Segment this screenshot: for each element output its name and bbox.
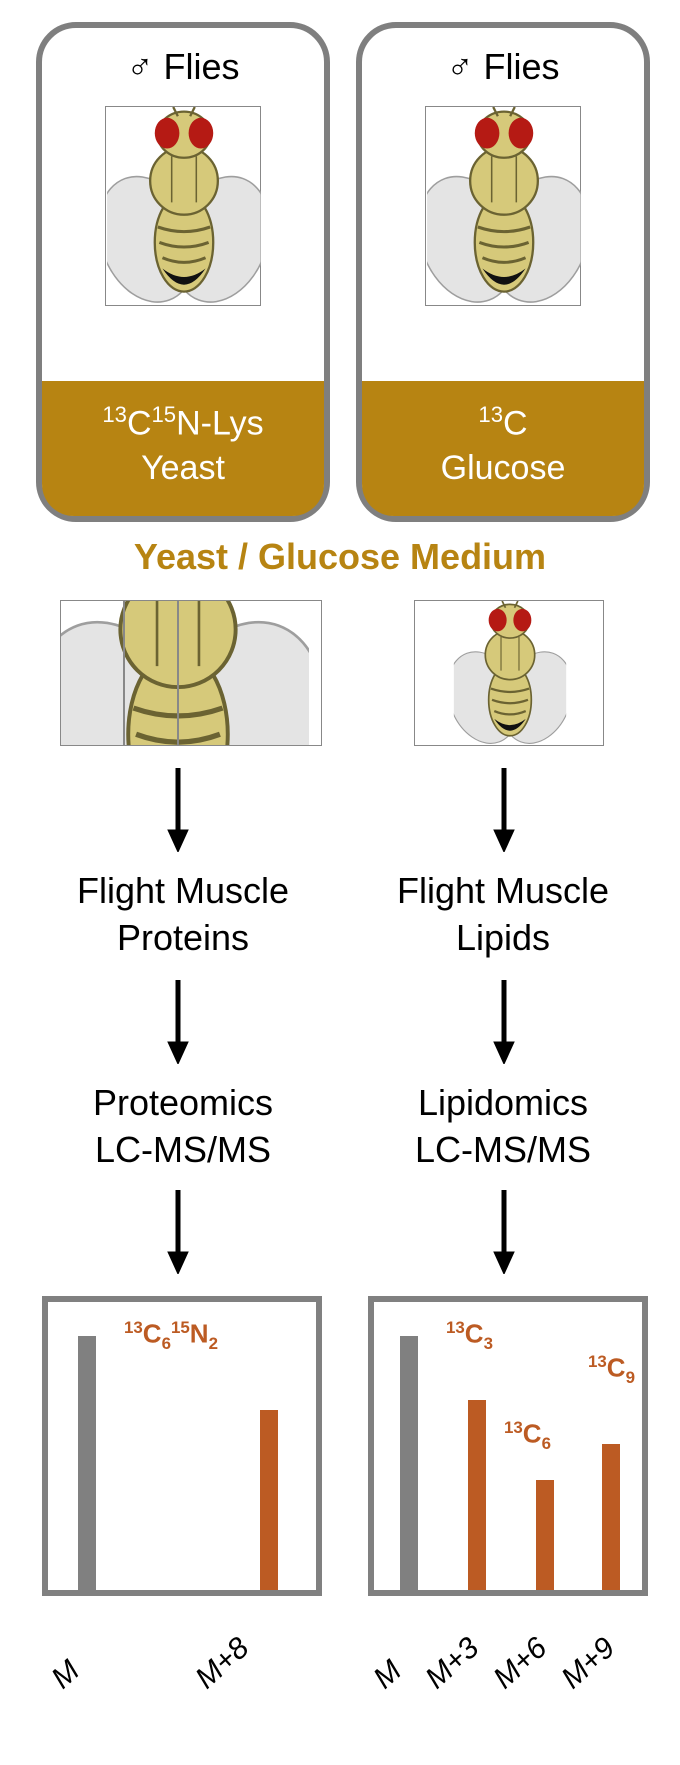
yeast-left-line1: 13C15N-Lys [42,401,324,446]
full-fly-right [414,600,604,746]
panel-left: ♂ Flies 13C15N-Lys Yeast [36,22,330,522]
flow-left-step1: Flight MuscleProteins [36,868,330,962]
arrow-3-right [492,1190,516,1274]
fly-illustration-left [105,106,261,306]
panel-right: ♂ Flies 13C Glucose [356,22,650,522]
yeast-label-left: 13C15N-Lys Yeast [42,381,324,516]
chart-isotope-label: 13C615N2 [124,1318,218,1354]
yeast-left-line2: Yeast [42,446,324,490]
flow-right-step2: LipidomicsLC-MS/MS [356,1080,650,1174]
arrow-3-left [166,1190,190,1274]
arrow-1-right [492,768,516,852]
fly-illustration-right [425,106,581,306]
chart-bar [400,1336,418,1590]
chart-isotope-label: 13C3 [446,1318,493,1354]
chart-bar [468,1400,486,1590]
fly-abdomen-segment [178,600,322,746]
segmented-fly [60,600,322,746]
chart-axis-label: M [367,1654,408,1696]
arrow-1-left [166,768,190,852]
flow-right-step1: Flight MuscleLipids [356,868,650,962]
panel-right-title: ♂ Flies [362,28,644,88]
yeast-label-right: 13C Glucose [362,381,644,516]
yeast-right-line2: Glucose [362,446,644,490]
chart-axis-label: M+8 [189,1631,256,1696]
arrow-2-left [166,980,190,1064]
chart-isotope-label: 13C9 [588,1352,635,1388]
arrow-2-right [492,980,516,1064]
chart-bar [536,1480,554,1590]
chart-axis-label: M+6 [487,1631,554,1696]
chart-isotope-label: 13C6 [504,1418,551,1454]
fly-head-segment [60,600,124,746]
panel-left-title: ♂ Flies [42,28,324,88]
yeast-right-line1: 13C [362,401,644,446]
male-symbol: ♂ [126,46,153,87]
chart-axis-label: M [45,1654,86,1696]
chart-axis-label: M+9 [555,1631,622,1696]
flow-left-step2: ProteomicsLC-MS/MS [36,1080,330,1174]
proteomics-chart: 13C615N2 [42,1296,322,1596]
chart-bar [260,1410,278,1590]
male-symbol: ♂ [446,46,473,87]
chart-bar [602,1444,620,1590]
fly-thorax-segment [124,600,178,746]
medium-label: Yeast / Glucose Medium [0,536,680,578]
lipidomics-chart: 13C3 13C6 13C9 [368,1296,648,1596]
chart-bar [78,1336,96,1590]
chart-axis-label: M+3 [419,1631,486,1696]
